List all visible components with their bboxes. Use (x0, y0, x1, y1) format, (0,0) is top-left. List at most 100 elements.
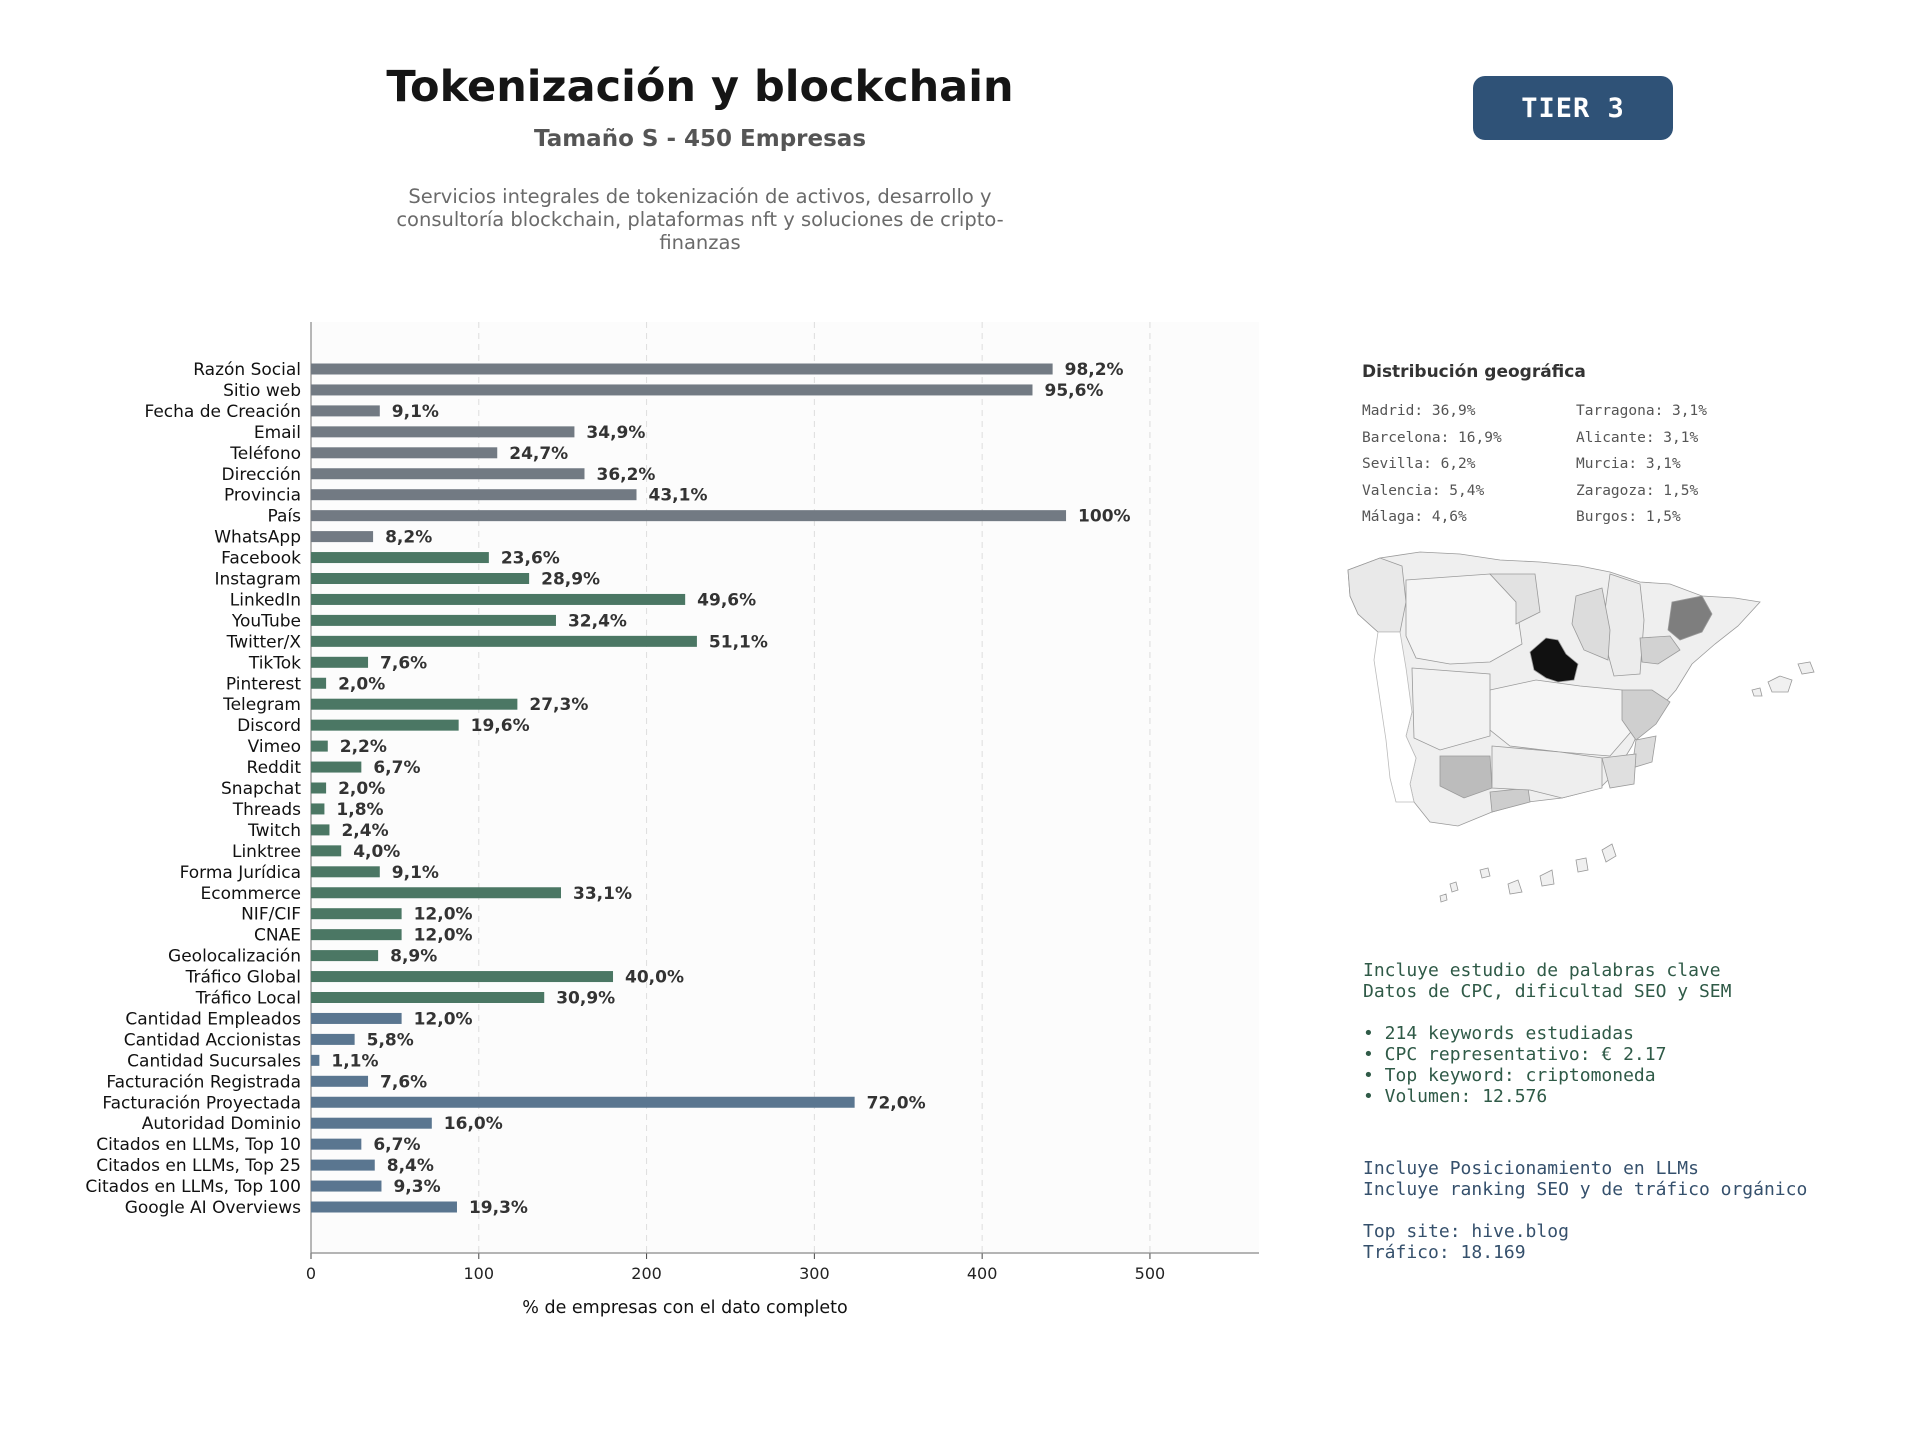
bar (311, 719, 459, 731)
bar (311, 845, 342, 857)
category-label: CNAE (254, 926, 301, 946)
sevilla-region (1439, 755, 1493, 799)
geo-list-left: Madrid: 36,9% Barcelona: 16,9% Sevilla: 6,… (1362, 398, 1502, 531)
bar (311, 950, 379, 962)
data-label: 2,2% (340, 737, 387, 757)
data-label: 36,2% (596, 465, 655, 485)
category-label: Razón Social (193, 360, 301, 380)
bar (311, 656, 369, 668)
llm-info-line: Incluye ranking SEO y de tráfico orgánic… (1363, 1179, 1808, 1200)
valencia-region (1621, 689, 1671, 741)
geo-entry: Barcelona: 16,9% (1362, 429, 1502, 446)
category-label: Google AI Overviews (125, 1198, 301, 1218)
category-label: Threads (232, 800, 301, 820)
data-label: 6,7% (373, 1135, 420, 1155)
data-label: 33,1% (573, 884, 632, 904)
data-label: 4,0% (353, 842, 400, 862)
llm-info-line: Top site: hive.blog (1363, 1221, 1569, 1242)
data-label: 7,6% (380, 653, 427, 673)
bar (311, 929, 402, 941)
x-axis-label: % de empresas con el dato completo (522, 1298, 847, 1318)
geo-list-right: Tarragona: 3,1% Alicante: 3,1% Murcia: 3,1… (1576, 398, 1707, 531)
page-description: Servicios integrales de tokenización de … (396, 185, 1004, 254)
bar (311, 761, 362, 773)
category-label: País (268, 507, 302, 527)
data-label: 72,0% (867, 1093, 926, 1113)
category-label: Cantidad Empleados (125, 1009, 301, 1029)
data-label: 1,1% (331, 1051, 378, 1071)
bar (311, 740, 328, 752)
seo-info-line: • Volumen: 12.576 (1363, 1086, 1548, 1107)
category-label: Geolocalización (168, 947, 301, 967)
category-label: Citados en LLMs, Top 25 (96, 1156, 301, 1176)
malaga-region (1489, 787, 1531, 813)
seo-info-line: • 214 keywords estudiadas (1363, 1023, 1634, 1044)
data-label: 30,9% (556, 989, 615, 1009)
castilla-mancha-region (1489, 679, 1637, 757)
data-label: 8,2% (385, 528, 432, 548)
extremadura-region (1411, 667, 1491, 751)
category-label: Dirección (222, 465, 301, 485)
portugal-outline (1373, 631, 1417, 803)
category-label: Citados en LLMs, Top 10 (96, 1135, 301, 1155)
category-label: Reddit (247, 758, 302, 778)
category-label: Facturación Registrada (106, 1072, 301, 1092)
x-tick-label: 300 (799, 1264, 830, 1283)
category-label: Cantidad Sucursales (127, 1051, 301, 1071)
bar (311, 677, 327, 689)
bar (311, 510, 1067, 522)
seo-info-line: • Top keyword: criptomoneda (1363, 1065, 1656, 1086)
category-label: Twitch (247, 821, 301, 841)
category-label: Facebook (221, 549, 301, 569)
llm-info-block: Incluye Posicionamiento en LLMs Incluye r… (1363, 1158, 1807, 1263)
geo-entry: Burgos: 1,5% (1576, 509, 1681, 525)
data-label: 9,3% (393, 1177, 440, 1197)
geo-entry: Valencia: 5,4% (1362, 482, 1485, 499)
data-label: 2,0% (338, 674, 385, 694)
bar (311, 1033, 355, 1045)
category-label: Teléfono (229, 444, 301, 464)
bar (311, 782, 327, 794)
data-label: 40,0% (625, 968, 684, 988)
bar (311, 489, 637, 501)
bar (311, 1075, 369, 1087)
andalucia-east-region (1491, 745, 1603, 799)
category-label: Linktree (232, 842, 301, 862)
data-label: 8,4% (387, 1156, 434, 1176)
murcia-region (1601, 753, 1637, 789)
seo-info-line: • CPC representativo: € 2.17 (1363, 1044, 1667, 1065)
data-label: 5,8% (367, 1030, 414, 1050)
x-tick-label: 0 (306, 1264, 316, 1283)
bar (311, 908, 402, 920)
data-label: 12,0% (414, 926, 473, 946)
data-label: 24,7% (509, 444, 568, 464)
bar (311, 1201, 457, 1213)
data-label: 16,0% (444, 1114, 503, 1134)
category-label: Twitter/X (226, 632, 302, 652)
bar (311, 531, 374, 543)
category-label: Telegram (222, 695, 301, 715)
category-label: Tráfico Local (195, 989, 301, 1009)
bar (311, 363, 1053, 375)
category-label: Facturación Proyectada (102, 1093, 301, 1113)
bar (311, 573, 530, 584)
category-label: NIF/CIF (241, 905, 301, 925)
category-label: Forma Jurídica (180, 863, 301, 883)
spain-map (1347, 551, 1815, 903)
completeness-bar-chart: 0 100 200 300 400 500 Razón Social 98,2% Sitio w… (85, 322, 1259, 1318)
canary-islands (1439, 843, 1617, 903)
data-label: 1,8% (336, 800, 383, 820)
bar (311, 824, 330, 836)
bar (311, 1096, 855, 1108)
category-label: Snapchat (221, 779, 301, 799)
seo-info-block: Incluye estudio de palabras clave Datos d… (1363, 960, 1731, 1107)
bar (311, 698, 518, 710)
data-label: 8,9% (390, 947, 437, 967)
data-label: 49,6% (697, 590, 756, 610)
x-tick-label: 500 (1135, 1264, 1166, 1283)
geo-entry: Málaga: 4,6% (1362, 509, 1467, 525)
data-label: 2,0% (338, 779, 385, 799)
bar (311, 1012, 402, 1024)
category-label: Email (254, 423, 301, 443)
data-label: 2,4% (341, 821, 388, 841)
